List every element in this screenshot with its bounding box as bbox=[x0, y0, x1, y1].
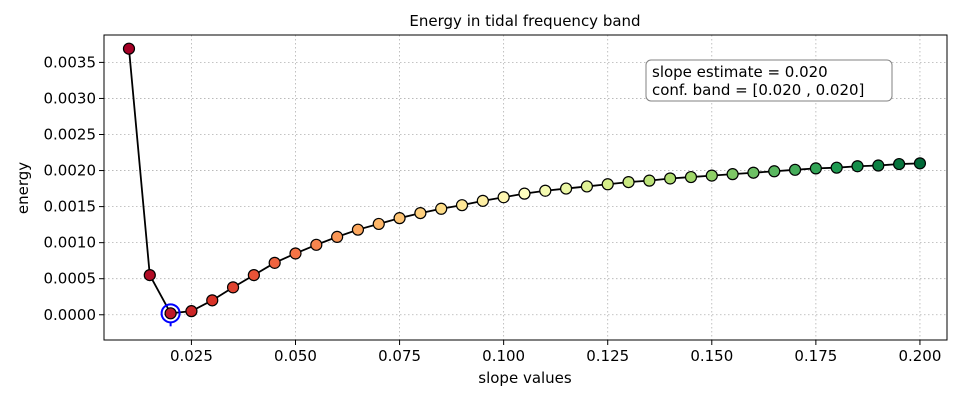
data-point bbox=[518, 187, 531, 200]
y-tick-label: 0.0030 bbox=[44, 89, 97, 107]
data-point bbox=[705, 169, 718, 182]
data-point bbox=[268, 256, 281, 269]
data-point bbox=[872, 159, 885, 172]
data-point bbox=[559, 182, 573, 195]
x-tick-label: 0.175 bbox=[794, 347, 837, 365]
data-point bbox=[455, 199, 469, 212]
plot-frame bbox=[103, 34, 948, 341]
data-point bbox=[206, 294, 219, 307]
x-tick-label: 0.025 bbox=[170, 347, 213, 365]
y-tick-label: 0.0025 bbox=[44, 126, 97, 144]
annotation-frame bbox=[645, 59, 893, 102]
data-point bbox=[310, 238, 323, 251]
data-point bbox=[476, 194, 489, 207]
annotation-slope-estimate: slope estimate = 0.020 bbox=[652, 63, 828, 81]
chart-title: Energy in tidal frequency band bbox=[409, 12, 640, 30]
data-point bbox=[414, 206, 427, 220]
x-tick-label: 0.050 bbox=[274, 347, 317, 365]
annotation-box: slope estimate = 0.020 conf. band = [0.0… bbox=[645, 59, 893, 102]
data-point bbox=[435, 202, 448, 215]
data-point bbox=[247, 269, 260, 282]
data-markers bbox=[122, 42, 927, 320]
y-tick-label: 0.0020 bbox=[44, 162, 97, 180]
data-point bbox=[143, 269, 156, 282]
x-tick-label: 0.200 bbox=[898, 347, 941, 365]
data-point bbox=[893, 157, 906, 171]
data-point bbox=[768, 165, 781, 178]
data-point bbox=[185, 305, 198, 318]
y-axis-label: energy bbox=[14, 162, 32, 214]
x-axis-label: slope values bbox=[478, 369, 572, 387]
y-tick-label: 0.0015 bbox=[44, 198, 97, 216]
data-point bbox=[809, 162, 822, 175]
x-tick-label: 0.075 bbox=[378, 347, 421, 365]
data-point bbox=[664, 172, 677, 185]
data-point bbox=[913, 157, 927, 170]
data-point bbox=[393, 212, 406, 225]
data-point bbox=[331, 230, 344, 243]
data-point bbox=[601, 178, 614, 191]
data-point bbox=[372, 217, 385, 231]
y-tick-label: 0.0000 bbox=[44, 306, 97, 324]
data-point bbox=[351, 223, 365, 236]
x-tick-label: 0.100 bbox=[482, 347, 525, 365]
data-point bbox=[747, 166, 760, 179]
data-point bbox=[122, 42, 136, 55]
data-point bbox=[643, 174, 656, 187]
y-tick-label: 0.0035 bbox=[44, 53, 97, 71]
y-axis-ticks: 0.0000 0.0005 0.0010 0.0015 0.0020 0.0025 0.00… bbox=[44, 53, 104, 324]
y-tick-label: 0.0010 bbox=[44, 234, 97, 252]
data-point bbox=[788, 163, 802, 176]
data-point bbox=[289, 247, 302, 260]
data-point bbox=[580, 180, 594, 193]
data-point bbox=[851, 160, 864, 173]
x-axis-ticks: 0.025 0.050 0.075 0.100 0.125 0.150 0.175 0.200 bbox=[170, 340, 941, 365]
data-point bbox=[684, 170, 698, 184]
data-point bbox=[726, 168, 739, 181]
x-tick-label: 0.125 bbox=[586, 347, 629, 365]
y-tick-label: 0.0005 bbox=[44, 270, 97, 288]
data-point bbox=[226, 281, 240, 294]
data-point bbox=[164, 307, 177, 320]
data-point bbox=[622, 175, 635, 189]
annotation-conf-band: conf. band = [0.020 , 0.020] bbox=[652, 81, 864, 99]
x-tick-label: 0.150 bbox=[690, 347, 733, 365]
data-point bbox=[539, 184, 552, 197]
highlight-layer bbox=[160, 303, 181, 327]
data-point bbox=[497, 191, 510, 204]
data-point bbox=[830, 161, 843, 174]
